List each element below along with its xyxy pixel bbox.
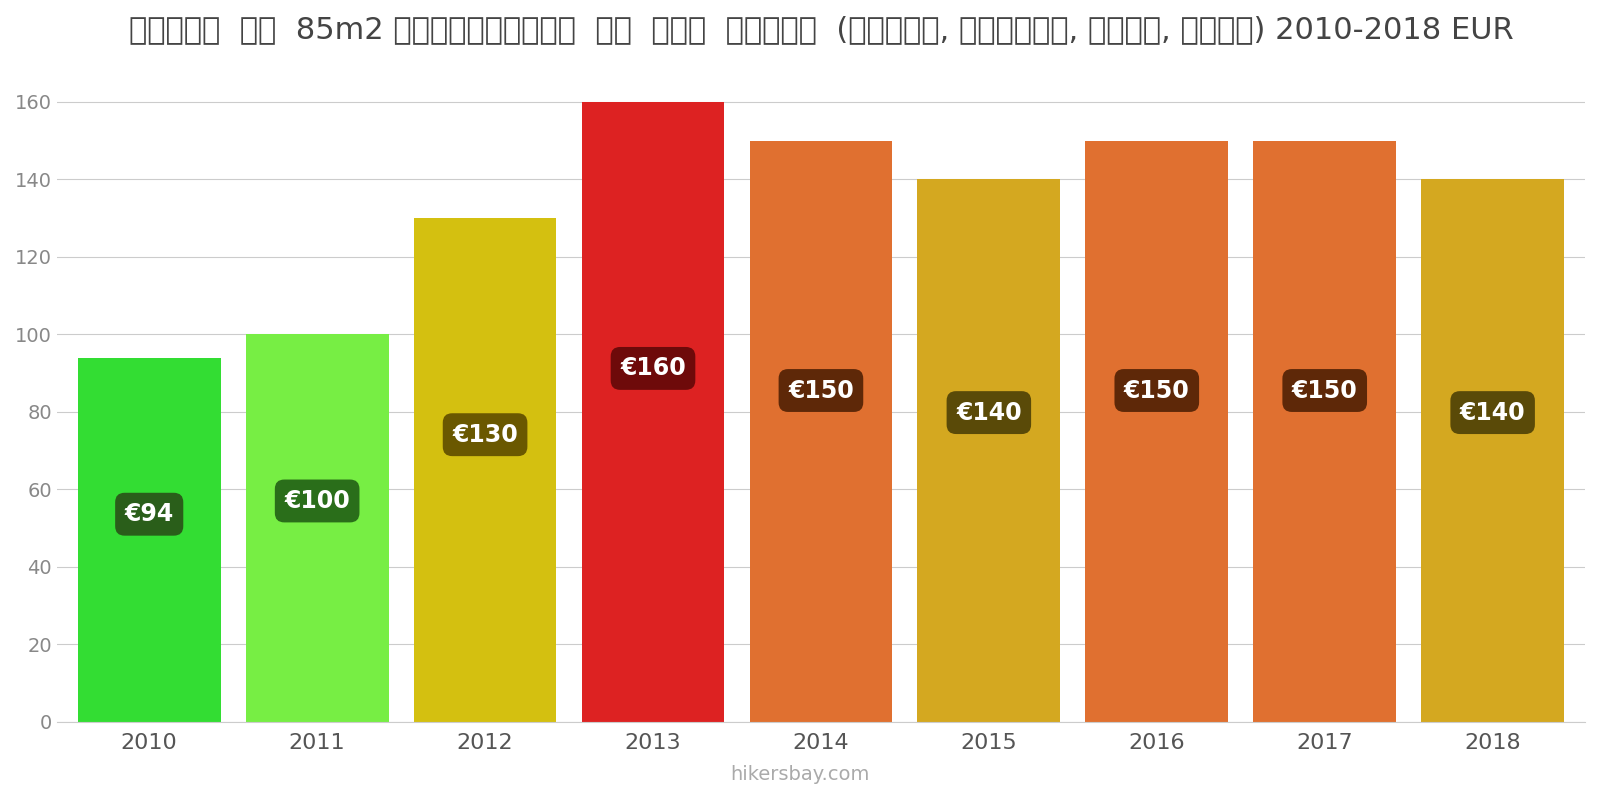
Bar xyxy=(1253,141,1397,722)
Bar xyxy=(414,218,557,722)
Bar xyxy=(582,102,725,722)
Bar xyxy=(749,141,893,722)
Text: €150: €150 xyxy=(789,378,854,402)
Text: €100: €100 xyxy=(285,489,350,513)
Text: €94: €94 xyxy=(125,502,174,526)
Text: €140: €140 xyxy=(957,401,1022,425)
Text: €160: €160 xyxy=(621,357,686,381)
Bar xyxy=(1421,179,1565,722)
Text: €150: €150 xyxy=(1291,378,1357,402)
Bar xyxy=(917,179,1061,722)
Bar xyxy=(78,358,221,722)
Text: €150: €150 xyxy=(1123,378,1190,402)
Title: यूनान  एक  85m2 अपार्टमेंट  के  लिए  शुल्क  (बिजली, हीटिंग, पानी, कचरा) 2010-201: यूनान एक 85m2 अपार्टमेंट के लिए शुल्क (ब… xyxy=(128,15,1514,44)
Text: €130: €130 xyxy=(453,422,518,446)
Text: €140: €140 xyxy=(1459,401,1525,425)
Text: hikersbay.com: hikersbay.com xyxy=(730,765,870,784)
Bar xyxy=(246,334,389,722)
Bar xyxy=(1085,141,1229,722)
